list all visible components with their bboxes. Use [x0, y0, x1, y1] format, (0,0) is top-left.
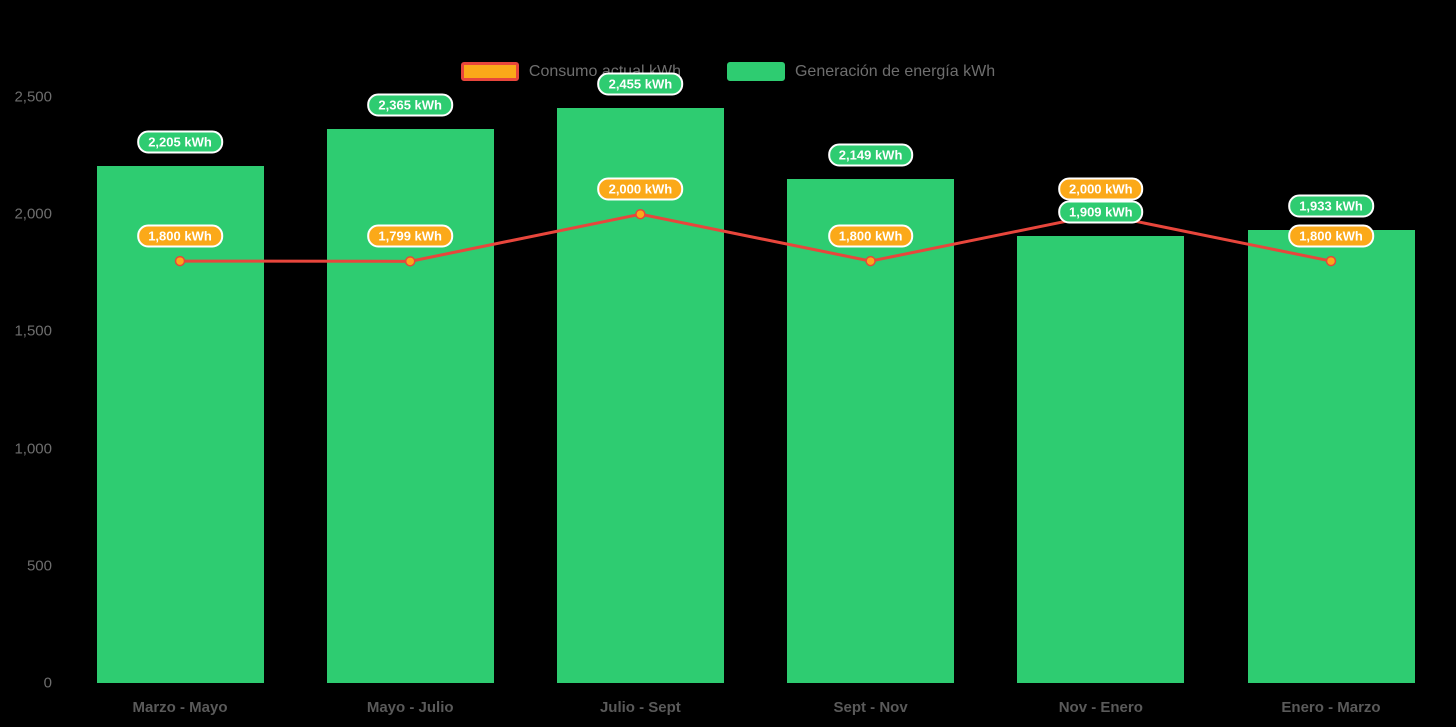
x-axis-label: Julio - Sept	[599, 699, 681, 716]
bar-generacion[interactable]	[787, 179, 955, 683]
x-axis-label: Mayo - Julio	[366, 699, 454, 716]
legend: Consumo actual kWh Generación de energía…	[0, 62, 1456, 81]
y-axis-tick: 0	[43, 674, 52, 692]
legend-swatch-generacion	[726, 62, 785, 81]
bar-generacion[interactable]	[556, 107, 724, 683]
bar-generacion[interactable]	[96, 166, 264, 683]
y-axis-tick: 2,500	[14, 88, 52, 106]
legend-item-generacion[interactable]: Generación de energía kWh	[726, 62, 996, 81]
x-axis-label: Sept - Nov	[833, 699, 908, 716]
legend-item-consumo[interactable]: Consumo actual kWh	[460, 62, 681, 81]
legend-swatch-consumo	[460, 62, 519, 81]
legend-label-generacion: Generación de energía kWh	[794, 62, 996, 80]
legend-label-consumo: Consumo actual kWh	[528, 62, 681, 80]
bar-generacion[interactable]	[1017, 235, 1185, 683]
bar-generacion[interactable]	[326, 128, 494, 683]
x-axis-label: Nov - Enero	[1058, 699, 1143, 716]
bar-generacion[interactable]	[1247, 229, 1415, 683]
y-axis-tick: 1,500	[14, 322, 52, 340]
y-axis-tick: 2,000	[14, 205, 52, 223]
x-axis-label: Marzo - Mayo	[132, 699, 228, 716]
y-axis-tick: 500	[26, 557, 52, 575]
y-axis-tick: 1,000	[14, 440, 52, 458]
y-axis: 0 500 1,000 1,500 2,000 2,500	[0, 0, 52, 727]
x-axis-label: Enero - Marzo	[1281, 699, 1381, 716]
x-axis: Marzo - Mayo Mayo - Julio Julio - Sept Sept…	[0, 699, 1456, 723]
